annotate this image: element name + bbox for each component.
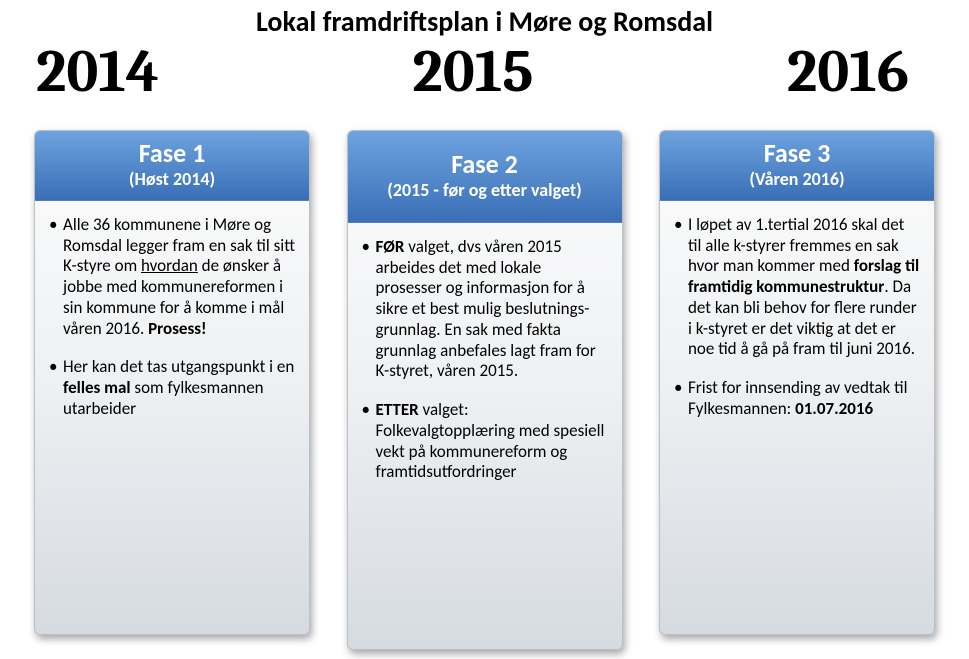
phase-1-bullet-1: •Alle 36 kommunene i Møre og Romsdal leg… (49, 215, 295, 339)
phase-3-subtitle: (Våren 2016) (670, 170, 924, 190)
phase-3-bullet-2: •Frist for innsending av vedtak til Fylk… (674, 378, 920, 419)
bullet-text: I løpet av 1.tertial 2016 skal det til a… (688, 215, 920, 360)
phase-1-bullet-2: •Her kan det tas utgangspunkt i en felle… (49, 357, 295, 419)
phase-2-bullet-1: •FØR valget, dvs våren 2015 arbeides det… (362, 237, 608, 382)
year-2014: 2014 (36, 37, 159, 106)
phase-1-subtitle: (Høst 2014) (45, 170, 299, 190)
bullet-text: Frist for innsending av vedtak til Fylke… (688, 378, 920, 419)
phase-2-header: Fase 2 (2015 - før og etter valget) (348, 131, 622, 223)
phase-1-title: Fase 1 (45, 139, 299, 168)
bullet-icon: • (362, 237, 376, 382)
bullet-text: FØR valget, dvs våren 2015 arbeides det … (376, 237, 608, 382)
phase-2-card: Fase 2 (2015 - før og etter valget) •FØR… (347, 130, 623, 650)
phase-3-bullet-1: •I løpet av 1.tertial 2016 skal det til … (674, 215, 920, 360)
phase-3-card: Fase 3 (Våren 2016) •I løpet av 1.tertia… (659, 130, 935, 635)
phase-1-card: Fase 1 (Høst 2014) •Alle 36 kommunene i … (34, 130, 310, 635)
phase-1-header: Fase 1 (Høst 2014) (35, 131, 309, 201)
bullet-text: ETTER valget: Folkevalgtopplæring med sp… (376, 400, 608, 483)
year-2016: 2016 (787, 37, 909, 106)
phase-2-bullet-2: •ETTER valget: Folkevalgtopplæring med s… (362, 400, 608, 483)
phase-3-header: Fase 3 (Våren 2016) (660, 131, 934, 201)
bullet-text: Alle 36 kommunene i Møre og Romsdal legg… (63, 215, 295, 339)
bullet-icon: • (362, 400, 376, 483)
years-row: 2014 2015 2016 (0, 37, 969, 106)
phase-3-title: Fase 3 (670, 139, 924, 168)
bullet-text: Her kan det tas utgangspunkt i en felles… (63, 357, 295, 419)
bullet-icon: • (49, 215, 63, 339)
bullet-icon: • (674, 378, 688, 419)
phase-1-body: •Alle 36 kommunene i Møre og Romsdal leg… (35, 201, 309, 438)
bullet-icon: • (674, 215, 688, 360)
phase-2-body: •FØR valget, dvs våren 2015 arbeides det… (348, 223, 622, 501)
phase-2-title: Fase 2 (358, 150, 612, 179)
page-title: Lokal framdriftsplan i Møre og Romsdal (0, 0, 969, 39)
phase-3-body: •I løpet av 1.tertial 2016 skal det til … (660, 201, 934, 438)
year-2015: 2015 (412, 37, 533, 106)
cards-row: Fase 1 (Høst 2014) •Alle 36 kommunene i … (0, 130, 969, 650)
bullet-icon: • (49, 357, 63, 419)
phase-2-subtitle: (2015 - før og etter valget) (358, 181, 612, 201)
